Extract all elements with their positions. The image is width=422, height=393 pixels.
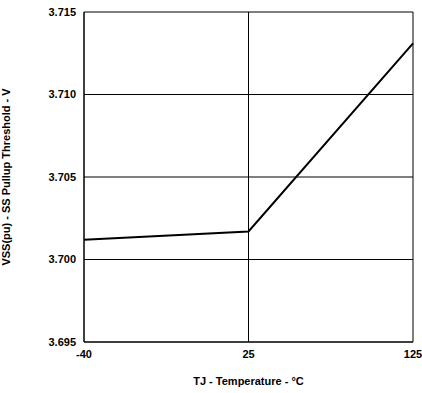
svg-text:3.695: 3.695 xyxy=(48,336,76,348)
svg-text:3.700: 3.700 xyxy=(48,253,76,265)
svg-text:3.710: 3.710 xyxy=(48,88,76,100)
svg-text:125: 125 xyxy=(404,348,414,360)
svg-text:-40: -40 xyxy=(76,348,92,360)
svg-text:3.705: 3.705 xyxy=(48,171,76,183)
svg-text:VSS(pu) - SS Pullup Threshold: VSS(pu) - SS Pullup Threshold - V xyxy=(8,88,12,266)
svg-text:3.715: 3.715 xyxy=(48,6,76,18)
svg-text:25: 25 xyxy=(242,348,254,360)
svg-text:TJ - Temperature - °C: TJ - Temperature - °C xyxy=(193,375,304,387)
